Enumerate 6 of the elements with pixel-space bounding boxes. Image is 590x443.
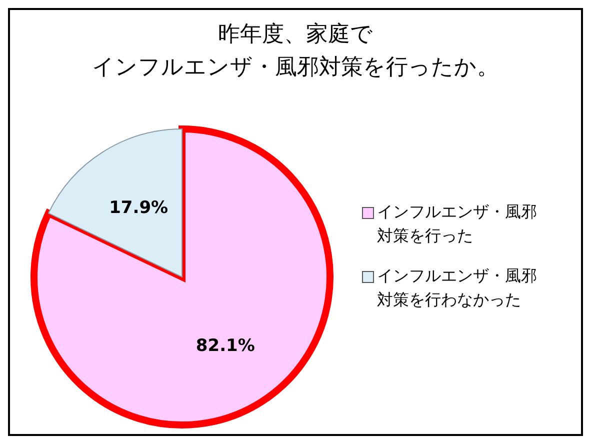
legend-label: インフルエンザ・風邪対策を行わなかった [377, 265, 538, 311]
chart-title: 昨年度、家庭で [217, 21, 374, 49]
data-label: 82.1% [196, 336, 255, 356]
legend-label: インフルエンザ・風邪対策を行った [377, 201, 538, 247]
data-label: 17.9% [109, 198, 168, 218]
chart-subtitle: インフルエンザ・風邪対策を行ったか。 [91, 54, 500, 82]
